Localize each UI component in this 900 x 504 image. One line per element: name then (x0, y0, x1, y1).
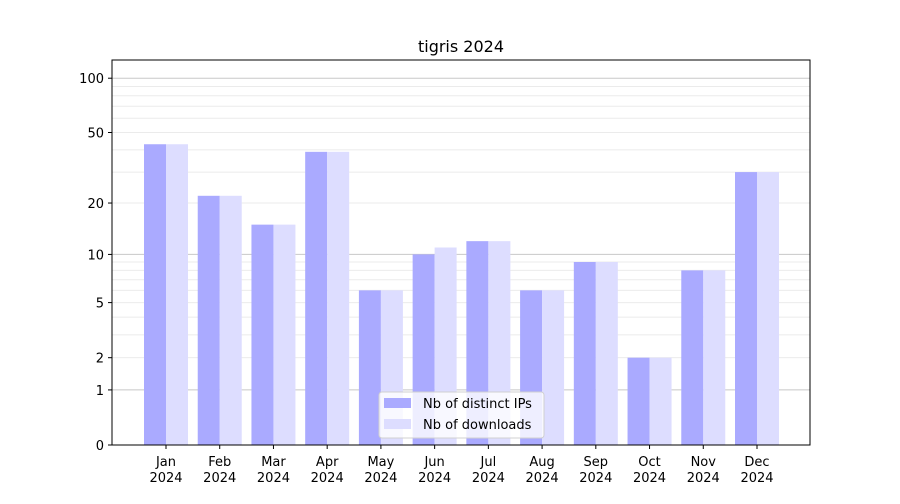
x-tick-label-line: 2024 (149, 471, 182, 486)
y-tick-label: 2 (96, 352, 104, 367)
x-tick-label-line: 2024 (526, 471, 559, 486)
legend-box (378, 391, 545, 439)
bar-downloads (649, 357, 672, 445)
chart-title: tigris 2024 (418, 37, 504, 56)
x-tick-label-line: Mar (261, 455, 286, 470)
x-tick-label: May 2024 (364, 455, 397, 486)
y-tick-label: 1 (96, 384, 104, 399)
bar-distinct-ips (251, 224, 274, 445)
y-tick-label: 10 (87, 248, 104, 263)
bar-distinct-ips (735, 172, 757, 445)
x-tick-label-line: Dec (744, 455, 769, 470)
plot-frame (111, 59, 811, 446)
y-tick-label: 20 (87, 197, 104, 212)
bar-downloads (757, 172, 779, 445)
bar-downloads (273, 224, 296, 445)
x-tick-label-line: Apr (316, 455, 339, 470)
x-tick-label: Feb 2024 (203, 455, 236, 486)
bar-distinct-ips (305, 151, 328, 445)
legend-swatch (384, 419, 411, 429)
y-tick-label: 0 (96, 439, 104, 454)
legend-label: Nb of distinct IPs (423, 397, 532, 412)
bar-downloads (595, 261, 618, 445)
y-tick-label: 5 (96, 297, 104, 312)
bar-distinct-ips (681, 270, 704, 445)
x-tick-label-line: 2024 (579, 471, 612, 486)
bar-distinct-ips (197, 195, 220, 445)
x-tick-label-line: Jun (423, 455, 444, 470)
y-tick-label: 100 (79, 72, 104, 87)
x-tick-label-line: 2024 (687, 471, 720, 486)
x-tick-label-line: 2024 (633, 471, 666, 486)
legend-label: Nb of downloads (423, 418, 532, 433)
x-tick-label-line: Aug (529, 455, 554, 470)
x-tick-label-line: 2024 (472, 471, 505, 486)
y-axis: 0 1 2 5 10 20 50 100 (79, 72, 112, 454)
x-tick-label-line: Sep (584, 455, 609, 470)
x-tick-label-line: Jul (480, 455, 497, 470)
bar-downloads (703, 270, 726, 445)
x-tick-label: Jun 2024 (418, 455, 451, 486)
bar-distinct-ips (627, 357, 650, 445)
y-tick-label: 50 (87, 127, 104, 142)
bar-distinct-ips (144, 144, 166, 445)
x-tick-label: Apr 2024 (311, 455, 344, 486)
x-tick-label: Nov 2024 (687, 455, 720, 486)
x-tick-label: Aug 2024 (526, 455, 559, 486)
x-tick-label-line: Nov (691, 455, 717, 470)
x-tick-label-line: May (367, 455, 394, 470)
bar-downloads (166, 144, 188, 445)
x-tick-label-line: Jan (155, 455, 176, 470)
x-tick-label-line: 2024 (257, 471, 290, 486)
bar-distinct-ips (573, 261, 596, 445)
x-tick-label-line: Oct (638, 455, 660, 470)
x-tick-label-line: 2024 (740, 471, 773, 486)
x-tick-label: Jul 2024 (472, 455, 505, 486)
x-tick-label: Sep 2024 (579, 455, 612, 486)
x-tick-label: Mar 2024 (257, 455, 290, 486)
x-tick-label-line: Feb (208, 455, 231, 470)
bar-downloads (542, 290, 565, 445)
bar-downloads (327, 151, 350, 445)
legend: Nb of distinct IPs Nb of downloads (378, 391, 545, 439)
x-tick-label-line: 2024 (311, 471, 344, 486)
legend-swatch (384, 398, 411, 408)
x-tick-label-line: 2024 (418, 471, 451, 486)
x-tick-label: Dec 2024 (740, 455, 773, 486)
bar-distinct-ips (358, 290, 381, 445)
x-tick-label-line: 2024 (203, 471, 236, 486)
x-tick-label: Jan 2024 (149, 455, 182, 486)
x-tick-label-line: 2024 (364, 471, 397, 486)
x-tick-label: Oct 2024 (633, 455, 666, 486)
bar-downloads (219, 195, 242, 445)
